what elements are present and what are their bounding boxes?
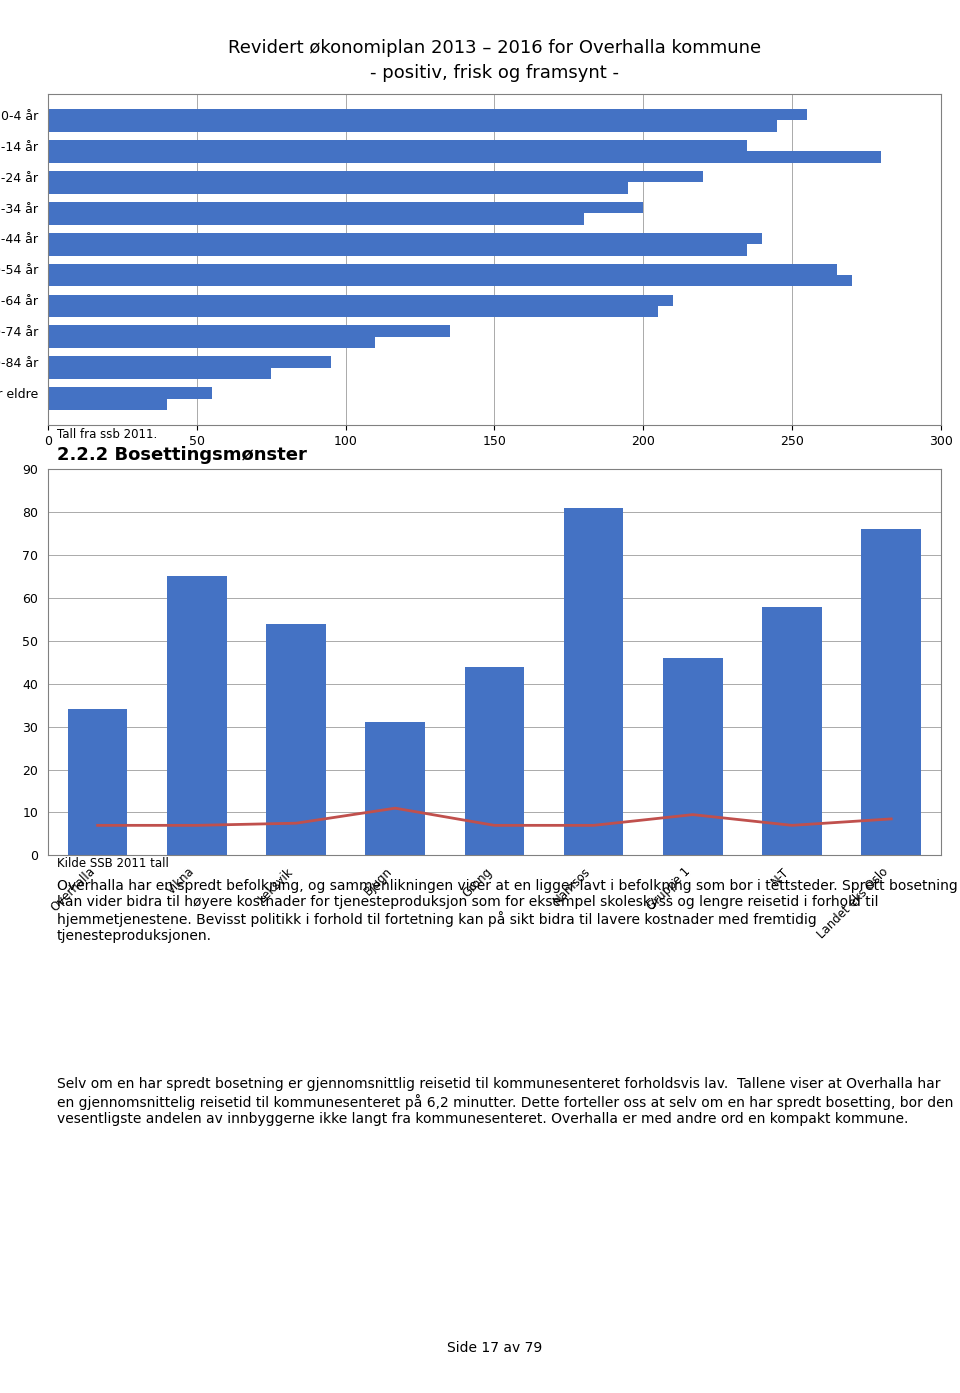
Bar [48,368,271,379]
Bar [48,326,449,337]
Bar [366,723,425,855]
Text: Kilde SSB 2011 tall: Kilde SSB 2011 tall [57,857,169,869]
Bar [48,120,778,132]
Bar [68,709,128,855]
Bar [762,606,822,855]
Bar [48,357,330,368]
Text: Revidert økonomiplan 2013 – 2016 for Overhalla kommune
- positiv, frisk og frams: Revidert økonomiplan 2013 – 2016 for Ove… [228,39,761,82]
Bar [48,244,747,255]
Text: Overhalla har en spredt befolkning, og sammenlikningen viser at en ligger lavt i: Overhalla har en spredt befolkning, og s… [57,879,958,943]
Bar [48,337,375,348]
Bar [48,263,836,274]
Text: Side 17 av 79: Side 17 av 79 [446,1341,542,1355]
Bar [48,233,762,244]
Text: 2.2.2 Bosettingsmønster: 2.2.2 Bosettingsmønster [57,446,307,464]
Bar [167,577,227,855]
Bar [48,294,673,306]
Bar [48,152,881,163]
Bar [48,213,584,224]
Bar [48,398,167,410]
Bar [48,202,643,213]
Bar [48,182,629,194]
Text: Selv om en har spredt bosetning er gjennomsnittlig reisetid til kommunesenteret : Selv om en har spredt bosetning er gjenn… [57,1077,953,1126]
Bar [48,171,703,182]
Bar [48,387,211,398]
Bar [861,529,921,855]
Text: Tall fra ssb 2011.: Tall fra ssb 2011. [57,429,157,442]
Bar [48,141,747,152]
Bar [48,109,806,120]
Bar [266,624,325,855]
Bar [465,667,524,855]
Bar [564,508,623,855]
Bar [48,274,852,287]
Bar [663,657,723,855]
Bar [48,306,659,318]
